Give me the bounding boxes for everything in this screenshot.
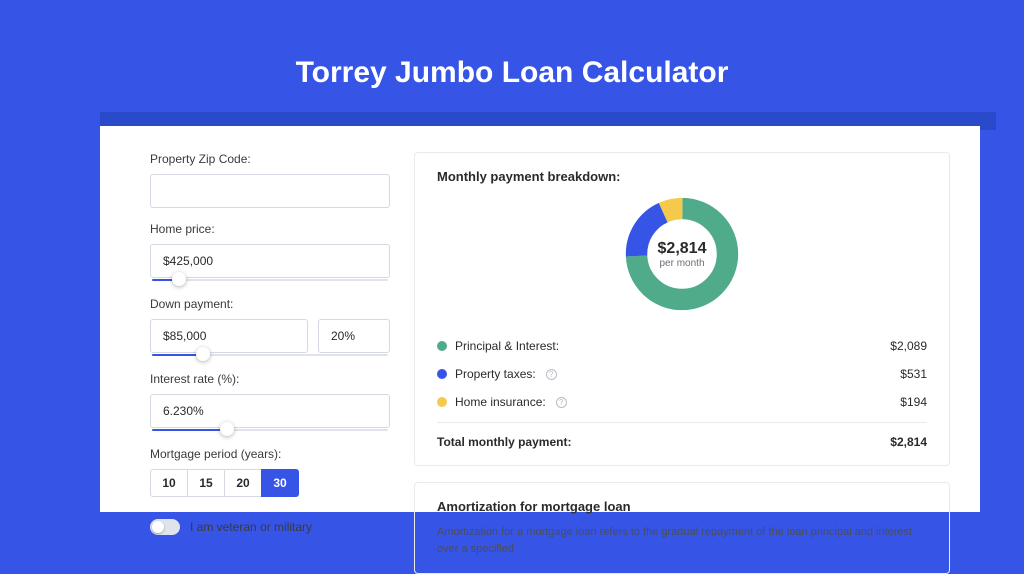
legend-label-principal: Principal & Interest:: [455, 339, 559, 353]
price-label: Home price:: [150, 222, 390, 236]
down-input[interactable]: [150, 319, 308, 353]
legend-dot-taxes: [437, 369, 447, 379]
down-label: Down payment:: [150, 297, 390, 311]
total-value: $2,814: [890, 435, 927, 449]
results-panel: Monthly payment breakdown: $2,814 per mo…: [414, 152, 950, 512]
donut-chart: $2,814 per month: [622, 194, 742, 314]
legend-row-taxes: Property taxes:? $531: [437, 360, 927, 388]
total-label: Total monthly payment:: [437, 435, 571, 449]
period-option-10[interactable]: 10: [150, 469, 188, 497]
price-slider[interactable]: [150, 277, 390, 283]
info-icon[interactable]: ?: [546, 369, 557, 380]
rate-label: Interest rate (%):: [150, 372, 390, 386]
breakdown-title: Monthly payment breakdown:: [437, 169, 927, 184]
legend-row-insurance: Home insurance:? $194: [437, 388, 927, 416]
down-slider[interactable]: [150, 352, 390, 358]
breakdown-panel: Monthly payment breakdown: $2,814 per mo…: [414, 152, 950, 466]
zip-input[interactable]: [150, 174, 390, 208]
down-pct-input[interactable]: [318, 319, 390, 353]
info-icon[interactable]: ?: [556, 397, 567, 408]
amortization-panel: Amortization for mortgage loan Amortizat…: [414, 482, 950, 574]
page-title: Torrey Jumbo Loan Calculator: [0, 0, 1024, 90]
calculator-card: Property Zip Code: Home price: Down paym…: [100, 126, 980, 512]
legend-dot-insurance: [437, 397, 447, 407]
donut-amount: $2,814: [658, 240, 707, 258]
veteran-toggle[interactable]: [150, 519, 180, 535]
period-option-20[interactable]: 20: [224, 469, 262, 497]
price-input[interactable]: [150, 244, 390, 278]
legend-value-insurance: $194: [900, 395, 927, 409]
period-option-30[interactable]: 30: [261, 469, 299, 497]
rate-input[interactable]: [150, 394, 390, 428]
period-label: Mortgage period (years):: [150, 447, 390, 461]
zip-label: Property Zip Code:: [150, 152, 390, 166]
legend-dot-principal: [437, 341, 447, 351]
donut-sub: per month: [659, 258, 704, 269]
legend-label-insurance: Home insurance:: [455, 395, 546, 409]
veteran-label: I am veteran or military: [190, 520, 312, 534]
legend-label-taxes: Property taxes:: [455, 367, 536, 381]
legend-value-taxes: $531: [900, 367, 927, 381]
legend-row-principal: Principal & Interest: $2,089: [437, 332, 927, 360]
period-options: 10152030: [150, 469, 390, 497]
amortization-text: Amortization for a mortgage loan refers …: [437, 524, 927, 557]
rate-slider[interactable]: [150, 427, 390, 433]
form-panel: Property Zip Code: Home price: Down paym…: [150, 152, 390, 512]
period-option-15[interactable]: 15: [187, 469, 225, 497]
legend-value-principal: $2,089: [890, 339, 927, 353]
